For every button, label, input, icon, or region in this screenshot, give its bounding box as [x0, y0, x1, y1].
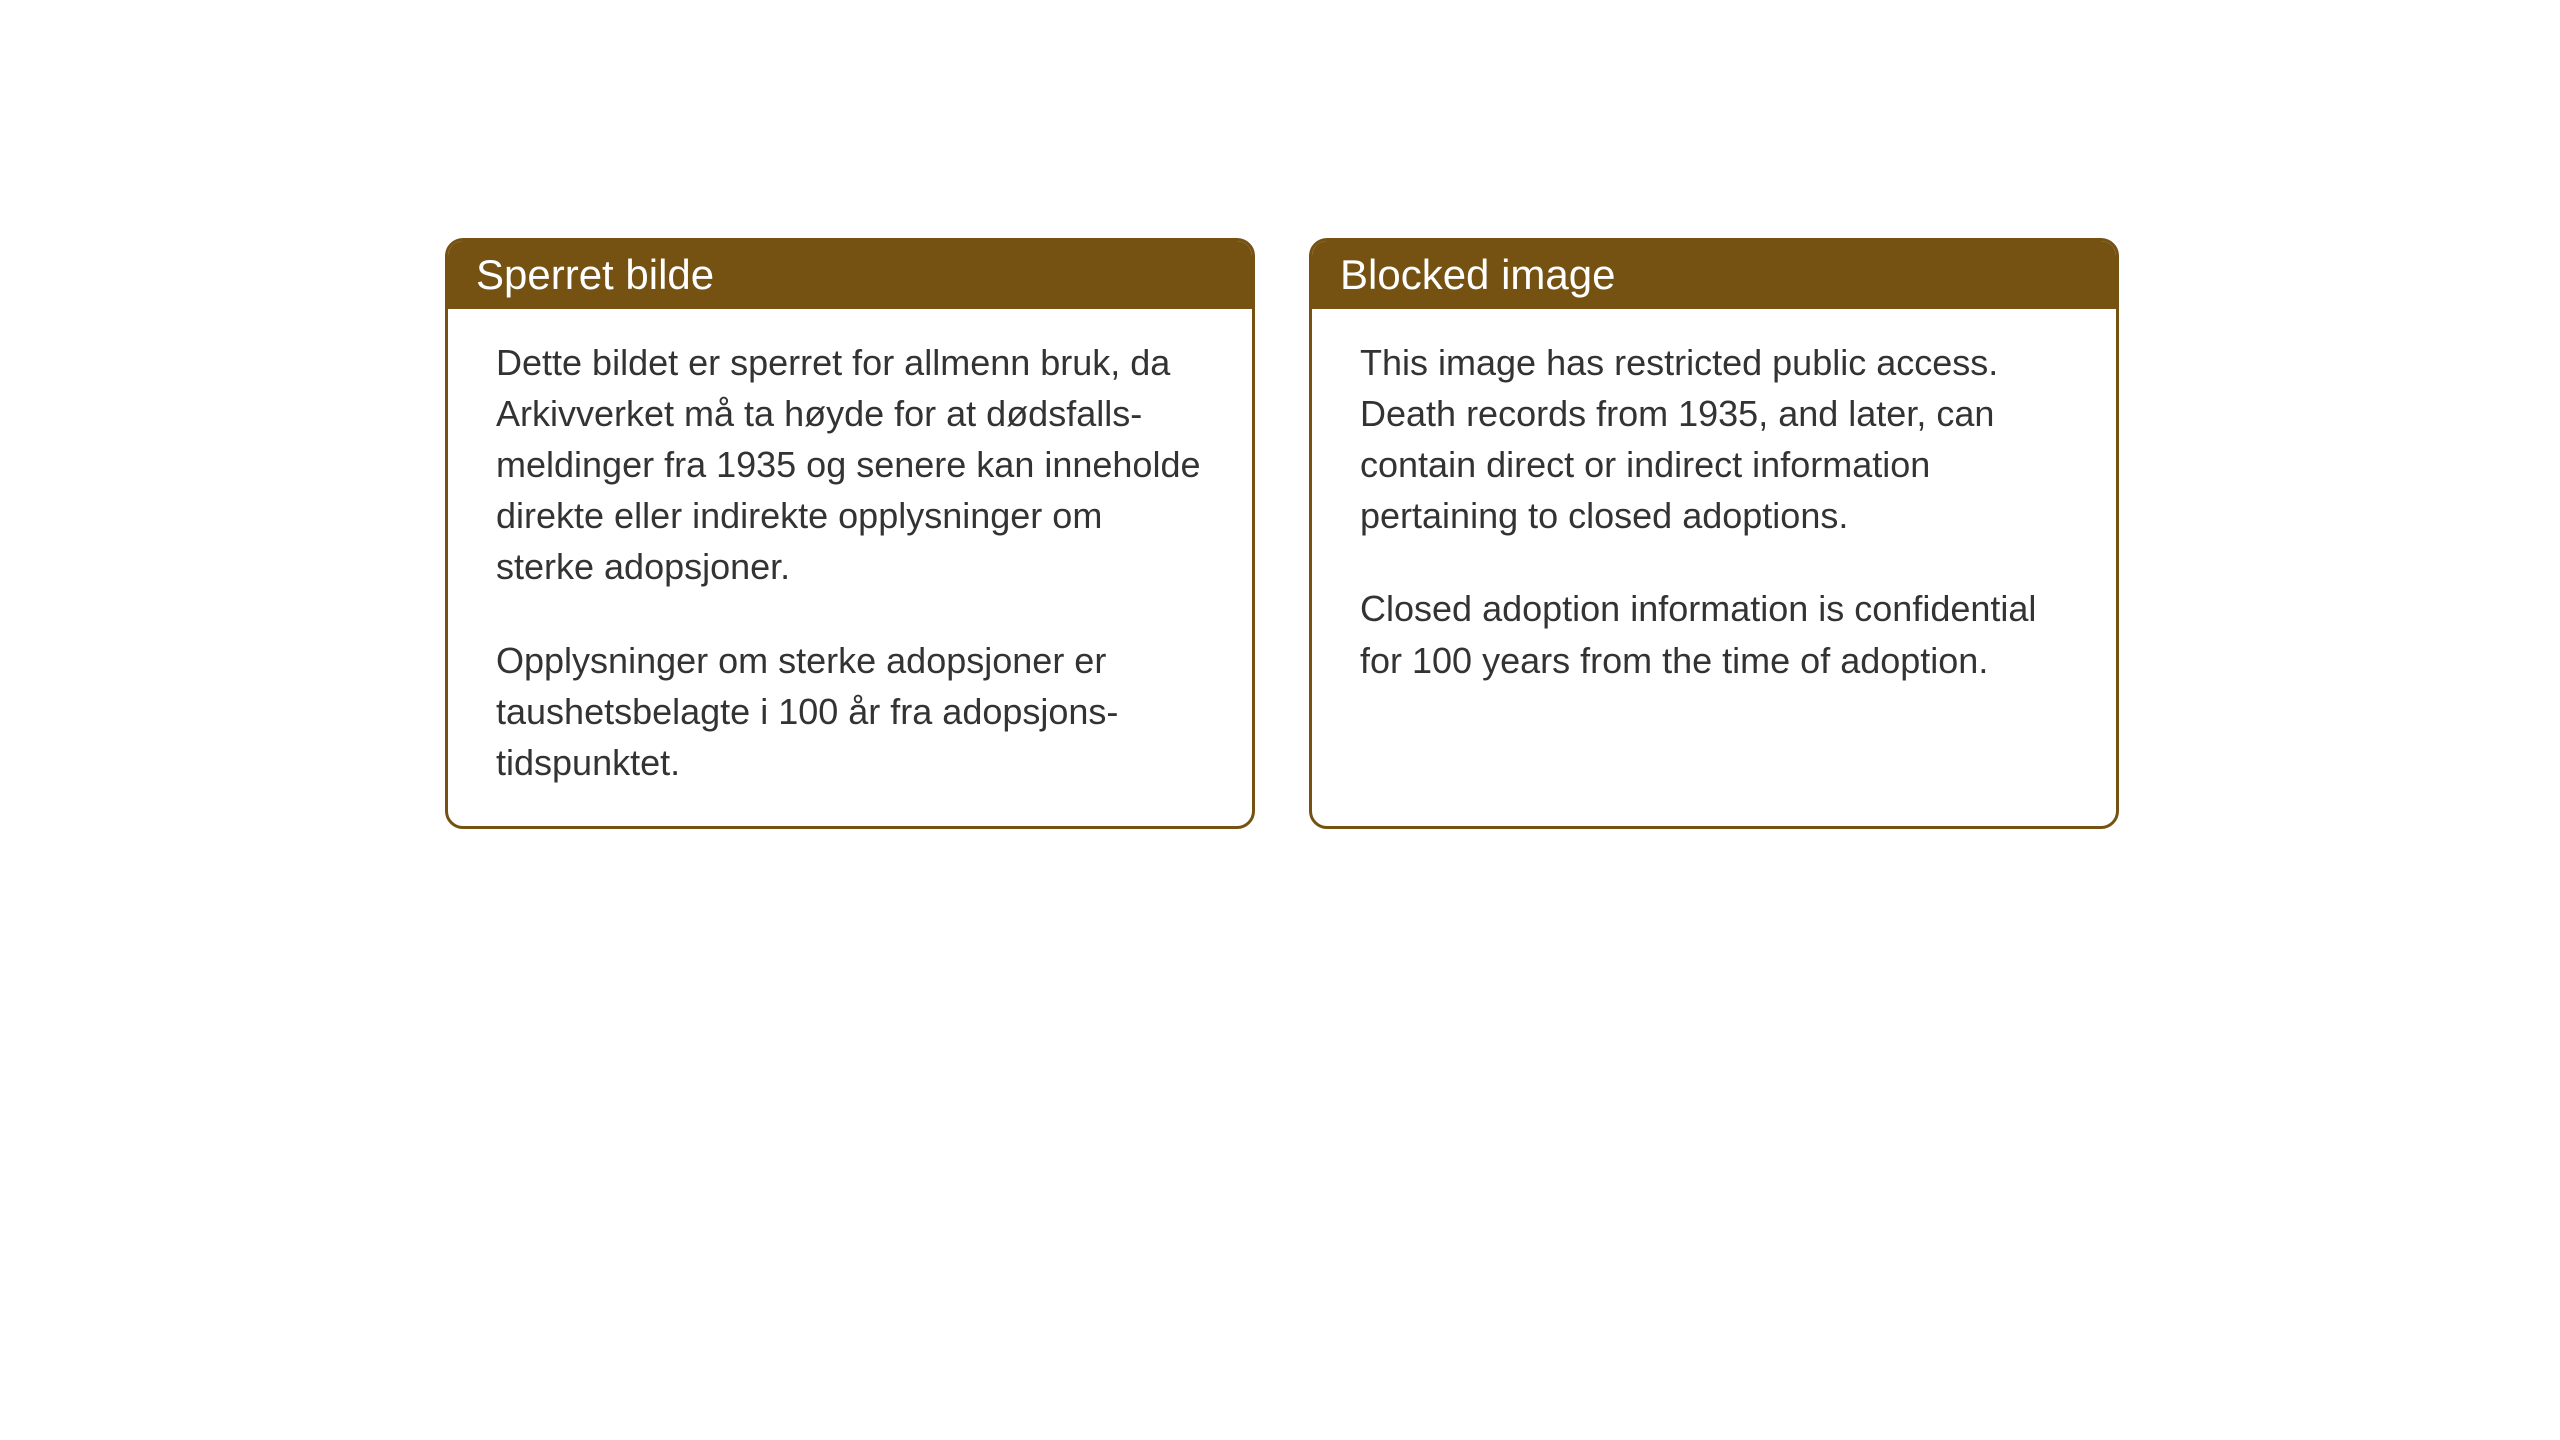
notice-body-norwegian: Dette bildet er sperret for allmenn bruk…	[448, 309, 1252, 826]
notice-paragraph: Closed adoption information is confident…	[1360, 583, 2068, 685]
notice-paragraph: Opplysninger om sterke adopsjoner er tau…	[496, 635, 1204, 788]
notice-paragraph: This image has restricted public access.…	[1360, 337, 2068, 541]
notice-box-norwegian: Sperret bilde Dette bildet er sperret fo…	[445, 238, 1255, 829]
notice-container: Sperret bilde Dette bildet er sperret fo…	[445, 238, 2119, 829]
notice-paragraph: Dette bildet er sperret for allmenn bruk…	[496, 337, 1204, 593]
notice-header-english: Blocked image	[1312, 241, 2116, 309]
notice-box-english: Blocked image This image has restricted …	[1309, 238, 2119, 829]
notice-header-norwegian: Sperret bilde	[448, 241, 1252, 309]
notice-body-english: This image has restricted public access.…	[1312, 309, 2116, 724]
